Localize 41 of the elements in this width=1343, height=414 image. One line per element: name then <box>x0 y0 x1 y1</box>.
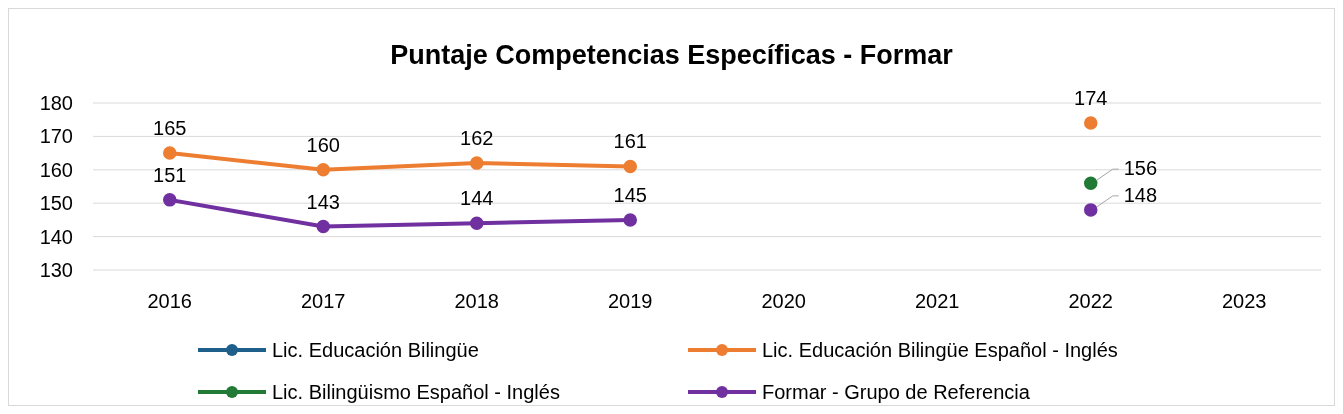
point <box>1084 176 1098 190</box>
x-tick-label: 2022 <box>1068 290 1113 312</box>
legend-label: Lic. Educación Bilingüe Español - Inglés <box>762 339 1118 361</box>
x-tick-label: 2023 <box>1222 290 1267 312</box>
data-label: 165 <box>153 117 187 140</box>
data-label: 151 <box>153 163 187 186</box>
x-tick-label: 2021 <box>915 290 960 312</box>
point <box>163 146 177 160</box>
y-tick-label: 160 <box>39 158 73 181</box>
x-tick-label: 2019 <box>608 290 653 312</box>
legend-label: Lic. Bilingüismo Español - Inglés <box>272 381 560 403</box>
y-tick-label: 130 <box>39 259 73 281</box>
point <box>1084 116 1098 130</box>
point <box>163 193 177 207</box>
y-tick-label: 170 <box>39 125 73 148</box>
x-tick-label: 2017 <box>301 290 346 312</box>
x-tick-label: 2018 <box>454 290 499 312</box>
x-tick-label: 2016 <box>147 290 192 312</box>
point <box>623 159 637 174</box>
point <box>316 219 330 234</box>
legend-label: Lic. Educación Bilingüe <box>272 339 479 361</box>
y-tick-label: 180 <box>39 92 73 114</box>
point <box>316 163 330 177</box>
data-label: 145 <box>613 183 647 206</box>
legend-label: Formar - Grupo de Referencia <box>762 381 1031 403</box>
data-label: 160 <box>306 133 340 156</box>
data-label: 144 <box>460 187 494 210</box>
chart-title: Puntaje Competencias Específicas - Formar <box>390 40 954 70</box>
data-label: 143 <box>306 190 340 213</box>
data-label: 156 <box>1123 157 1158 180</box>
y-tick-label: 140 <box>39 225 73 248</box>
point <box>623 213 637 227</box>
data-label: 148 <box>1123 183 1158 206</box>
data-label: 174 <box>1074 87 1108 110</box>
x-tick-label: 2020 <box>761 290 806 312</box>
point <box>1084 203 1098 217</box>
data-label: 162 <box>460 127 494 150</box>
y-tick-label: 150 <box>39 192 73 215</box>
point <box>470 216 484 230</box>
data-label: 161 <box>613 130 647 153</box>
point <box>470 156 484 170</box>
